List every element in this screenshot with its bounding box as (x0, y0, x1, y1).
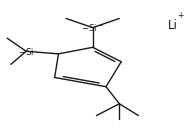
Text: $-$Si: $-$Si (18, 46, 34, 57)
Text: Li: Li (168, 18, 178, 31)
Text: +: + (177, 11, 183, 20)
Text: $-$Si$^-$: $-$Si$^-$ (81, 22, 104, 33)
